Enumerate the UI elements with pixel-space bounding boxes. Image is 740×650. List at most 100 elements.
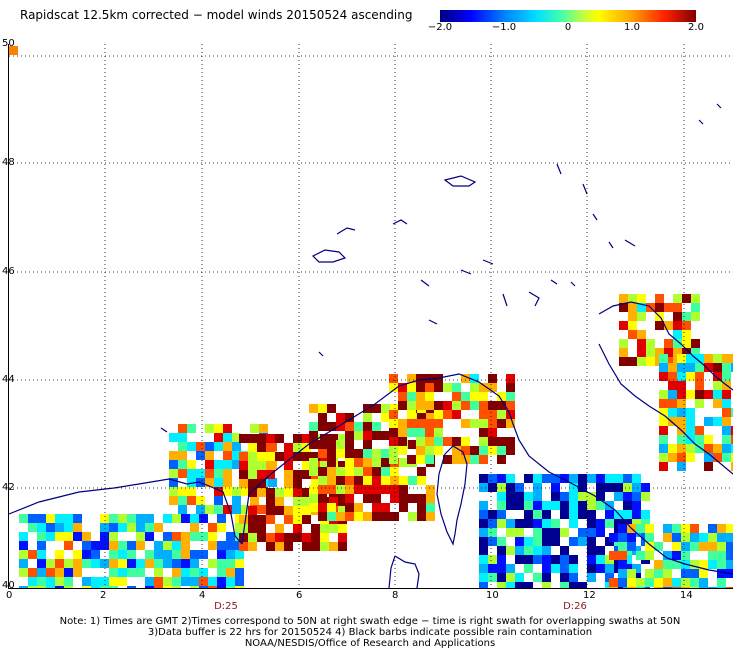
wind-cell xyxy=(637,312,646,321)
wind-cell xyxy=(713,444,722,453)
wind-cell xyxy=(302,533,311,542)
coastline-adriatic xyxy=(598,301,734,391)
wind-cell xyxy=(318,422,327,431)
wind-cell xyxy=(226,532,235,541)
wind-cell xyxy=(250,496,259,505)
wind-cell xyxy=(381,512,390,521)
coastline-corsica xyxy=(436,445,468,546)
wind-cell xyxy=(461,374,470,383)
wind-cell xyxy=(506,492,515,501)
wind-cell xyxy=(636,524,645,533)
wind-cell xyxy=(619,357,628,366)
wind-cell xyxy=(302,434,311,443)
wind-cell xyxy=(145,532,154,541)
wind-cell xyxy=(713,372,722,381)
wind-cell xyxy=(637,294,646,303)
wind-cell xyxy=(345,449,354,458)
wind-cell xyxy=(542,510,551,519)
wind-cell xyxy=(695,444,704,453)
wind-cell xyxy=(578,474,587,483)
wind-cell xyxy=(363,467,372,476)
coastline-riviera xyxy=(241,373,514,545)
wind-cell xyxy=(479,383,488,392)
wind-cell xyxy=(266,434,275,443)
wind-cell xyxy=(320,434,329,443)
wind-cell xyxy=(363,512,372,521)
wind-cell xyxy=(275,506,284,515)
wind-cell xyxy=(479,410,488,419)
wind-cell xyxy=(163,514,172,523)
wind-cell xyxy=(731,354,740,363)
wind-cell xyxy=(699,533,708,542)
wind-cell xyxy=(551,537,560,546)
wind-cell xyxy=(628,357,637,366)
wind-cell xyxy=(208,577,217,586)
wind-cell xyxy=(479,437,488,446)
wind-cell xyxy=(551,519,560,528)
wind-cell xyxy=(223,487,232,496)
wind-cell xyxy=(190,559,199,568)
wind-cell xyxy=(266,488,275,497)
wind-cell xyxy=(479,401,488,410)
wind-cell xyxy=(154,559,163,568)
wind-cell xyxy=(677,381,686,390)
wind-cell xyxy=(681,587,690,596)
wind-cell xyxy=(479,546,488,555)
wind-cell xyxy=(443,410,452,419)
wind-cell xyxy=(470,419,479,428)
wind-cell xyxy=(426,494,435,503)
wind-cell xyxy=(145,577,154,586)
wind-cell xyxy=(506,446,515,455)
wind-cell xyxy=(169,496,178,505)
wind-cell xyxy=(354,467,363,476)
wind-cell xyxy=(717,560,726,569)
wind-cell xyxy=(55,550,64,559)
wind-cell xyxy=(275,542,284,551)
wind-cell xyxy=(488,401,497,410)
wind-cell xyxy=(398,401,407,410)
wind-cell xyxy=(497,537,506,546)
wind-cell xyxy=(257,443,266,452)
wind-cell xyxy=(587,474,596,483)
wind-cell xyxy=(619,339,628,348)
wind-cell xyxy=(329,434,338,443)
wind-cell xyxy=(587,564,596,573)
wind-cell xyxy=(408,512,417,521)
wind-cell xyxy=(354,476,363,485)
lake-neuchatel xyxy=(336,227,356,235)
wind-cell xyxy=(372,458,381,467)
wind-cell xyxy=(172,532,181,541)
wind-cell xyxy=(28,577,37,586)
wind-cell xyxy=(704,453,713,462)
wind-cell xyxy=(187,460,196,469)
wind-cell xyxy=(390,476,399,485)
wind-cell xyxy=(336,440,345,449)
wind-cell xyxy=(205,424,214,433)
wind-cell xyxy=(713,381,722,390)
wind-cell xyxy=(506,528,515,537)
wind-cell xyxy=(136,523,145,532)
wind-cell xyxy=(239,470,248,479)
y-tick-42: 42 xyxy=(2,482,15,493)
wind-cell xyxy=(663,587,672,596)
wind-cell xyxy=(169,478,178,487)
wind-cell xyxy=(205,460,214,469)
wind-cell xyxy=(275,434,284,443)
wind-cell xyxy=(64,532,73,541)
wind-cell xyxy=(596,528,605,537)
wind-cell xyxy=(627,587,636,596)
wind-cell xyxy=(695,435,704,444)
wind-cell xyxy=(416,419,425,428)
wind-cell xyxy=(239,452,248,461)
wind-cell xyxy=(302,542,311,551)
wind-cell xyxy=(690,578,699,587)
wind-cell xyxy=(336,449,345,458)
wind-cell xyxy=(452,401,461,410)
wind-cell xyxy=(217,586,226,595)
wind-cell xyxy=(646,348,655,357)
wind-cell xyxy=(372,485,381,494)
wind-cell xyxy=(172,550,181,559)
wind-cell xyxy=(293,470,302,479)
wind-cell xyxy=(682,348,691,357)
colorbar-label-neg1: −1.0 xyxy=(491,22,517,33)
